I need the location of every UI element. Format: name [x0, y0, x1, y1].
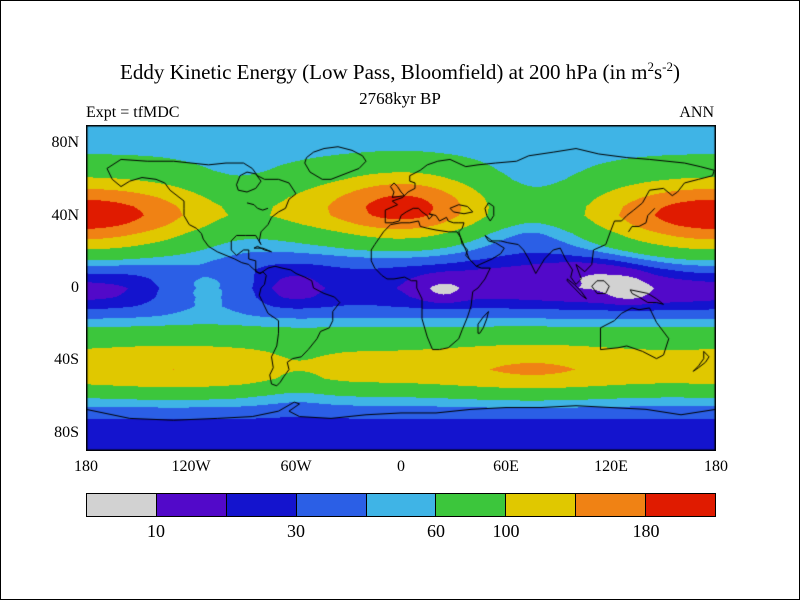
experiment-label: Expt = tfMDC	[86, 104, 180, 121]
lon-tick-label: 180	[74, 458, 98, 475]
lat-tick-label: 0	[71, 279, 79, 296]
chart-title-suffix: )	[672, 60, 680, 84]
chart-title: Eddy Kinetic Energy (Low Pass, Bloomfiel…	[1, 59, 799, 85]
lon-tick-label: 0	[397, 458, 405, 475]
lon-tick-label: 120W	[171, 458, 211, 475]
chart-title-superscript-1: 2	[647, 59, 654, 74]
colorbar-segment	[295, 494, 366, 516]
chart-title-text: Eddy Kinetic Energy (Low Pass, Bloomfiel…	[120, 60, 648, 84]
colorbar-tick-label: 180	[632, 521, 660, 541]
lon-tick-label: 180	[704, 458, 728, 475]
colorbar-tick-label: 100	[492, 521, 520, 541]
colorbar-segment	[435, 494, 506, 516]
time-subtitle: 2768kyr BP	[359, 89, 441, 108]
colorbar-segment	[365, 494, 436, 516]
lat-tick-label: 40S	[54, 351, 79, 369]
lon-tick-label: 120E	[594, 458, 628, 475]
chart-title-unit-mid: s	[653, 60, 663, 84]
colorbar-tick-label: 30	[287, 521, 305, 541]
map-panel	[86, 125, 716, 451]
lat-tick-label: 40N	[51, 206, 79, 224]
lat-tick-label: 80S	[54, 423, 79, 441]
lon-tick-label: 60W	[280, 458, 312, 475]
colorbar-segment	[505, 494, 576, 516]
colorbar-tick-label: 60	[427, 521, 445, 541]
colorbar-segment	[575, 494, 646, 516]
season-label: ANN	[679, 104, 714, 121]
colorbar-segment	[87, 494, 156, 516]
colorbar-segment	[225, 494, 296, 516]
colorbar	[86, 493, 716, 517]
colorbar-segment	[645, 494, 716, 516]
colorbar-segment	[155, 494, 226, 516]
contour-map-canvas	[86, 125, 716, 451]
colorbar-tick-label: 10	[147, 521, 165, 541]
chart-title-superscript-2: -2	[662, 59, 673, 74]
lon-tick-label: 60E	[493, 458, 519, 475]
lat-tick-label: 80N	[51, 134, 79, 152]
